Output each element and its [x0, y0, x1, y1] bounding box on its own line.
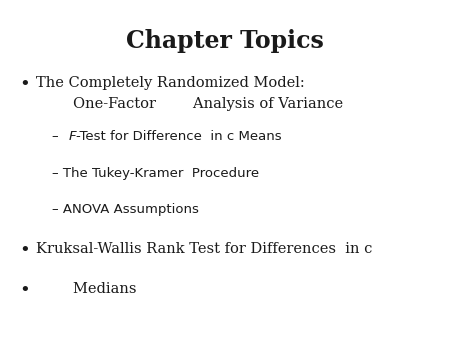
Text: -Test for Difference  in c Means: -Test for Difference in c Means: [76, 130, 282, 143]
Text: – The Tukey-Kramer  Procedure: – The Tukey-Kramer Procedure: [52, 167, 259, 180]
Text: The Completely Randomized Model:: The Completely Randomized Model:: [36, 76, 305, 90]
Text: Kruksal-Wallis Rank Test for Differences  in c: Kruksal-Wallis Rank Test for Differences…: [36, 242, 373, 256]
Text: •: •: [19, 76, 30, 94]
Text: Chapter Topics: Chapter Topics: [126, 29, 324, 53]
Text: F: F: [69, 130, 76, 143]
Text: One-Factor        Analysis of Variance: One-Factor Analysis of Variance: [36, 97, 343, 111]
Text: Medians: Medians: [36, 282, 136, 296]
Text: –: –: [52, 130, 63, 143]
Text: •: •: [19, 282, 30, 300]
Text: •: •: [19, 242, 30, 260]
Text: – ANOVA Assumptions: – ANOVA Assumptions: [52, 203, 198, 216]
